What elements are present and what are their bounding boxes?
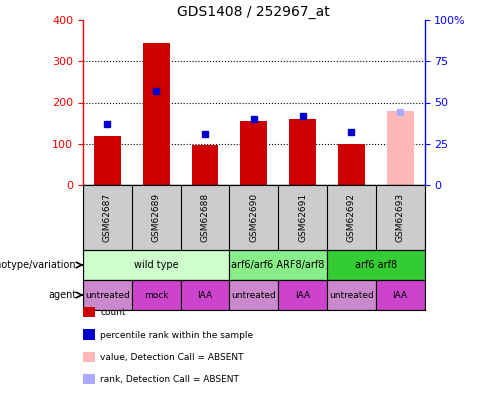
Bar xyxy=(83,250,229,280)
Text: GSM62688: GSM62688 xyxy=(201,193,209,242)
Text: agent: agent xyxy=(48,290,76,300)
Text: untreated: untreated xyxy=(231,290,276,300)
Text: GSM62692: GSM62692 xyxy=(347,193,356,242)
Text: GSM62687: GSM62687 xyxy=(103,193,112,242)
Text: genotype/variation: genotype/variation xyxy=(0,260,76,270)
Text: GSM62690: GSM62690 xyxy=(249,193,258,242)
Bar xyxy=(327,280,376,310)
Bar xyxy=(289,119,316,185)
Bar xyxy=(241,121,267,185)
Bar xyxy=(192,145,219,185)
Text: percentile rank within the sample: percentile rank within the sample xyxy=(100,330,253,340)
Text: arf6 arf8: arf6 arf8 xyxy=(355,260,397,270)
Bar xyxy=(143,43,170,185)
Text: wild type: wild type xyxy=(134,260,179,270)
Text: count: count xyxy=(100,308,126,318)
Bar xyxy=(386,111,413,185)
Text: GSM62689: GSM62689 xyxy=(152,193,161,242)
Bar xyxy=(376,280,425,310)
Bar xyxy=(132,280,181,310)
Bar xyxy=(327,250,425,280)
Text: GSM62693: GSM62693 xyxy=(396,193,405,242)
Bar xyxy=(229,250,327,280)
Bar xyxy=(83,280,132,310)
Text: arf6/arf6 ARF8/arf8: arf6/arf6 ARF8/arf8 xyxy=(231,260,325,270)
Text: value, Detection Call = ABSENT: value, Detection Call = ABSENT xyxy=(100,353,244,362)
Text: IAA: IAA xyxy=(295,290,310,300)
Text: mock: mock xyxy=(144,290,168,300)
Text: rank, Detection Call = ABSENT: rank, Detection Call = ABSENT xyxy=(100,375,239,384)
Text: untreated: untreated xyxy=(329,290,374,300)
Bar xyxy=(229,280,278,310)
Bar xyxy=(278,280,327,310)
Bar xyxy=(181,280,229,310)
Text: GSM62691: GSM62691 xyxy=(298,193,307,242)
Text: untreated: untreated xyxy=(85,290,130,300)
Text: IAA: IAA xyxy=(393,290,407,300)
Bar xyxy=(338,144,365,185)
Title: GDS1408 / 252967_at: GDS1408 / 252967_at xyxy=(177,5,330,19)
Bar xyxy=(94,136,121,185)
Text: IAA: IAA xyxy=(198,290,212,300)
